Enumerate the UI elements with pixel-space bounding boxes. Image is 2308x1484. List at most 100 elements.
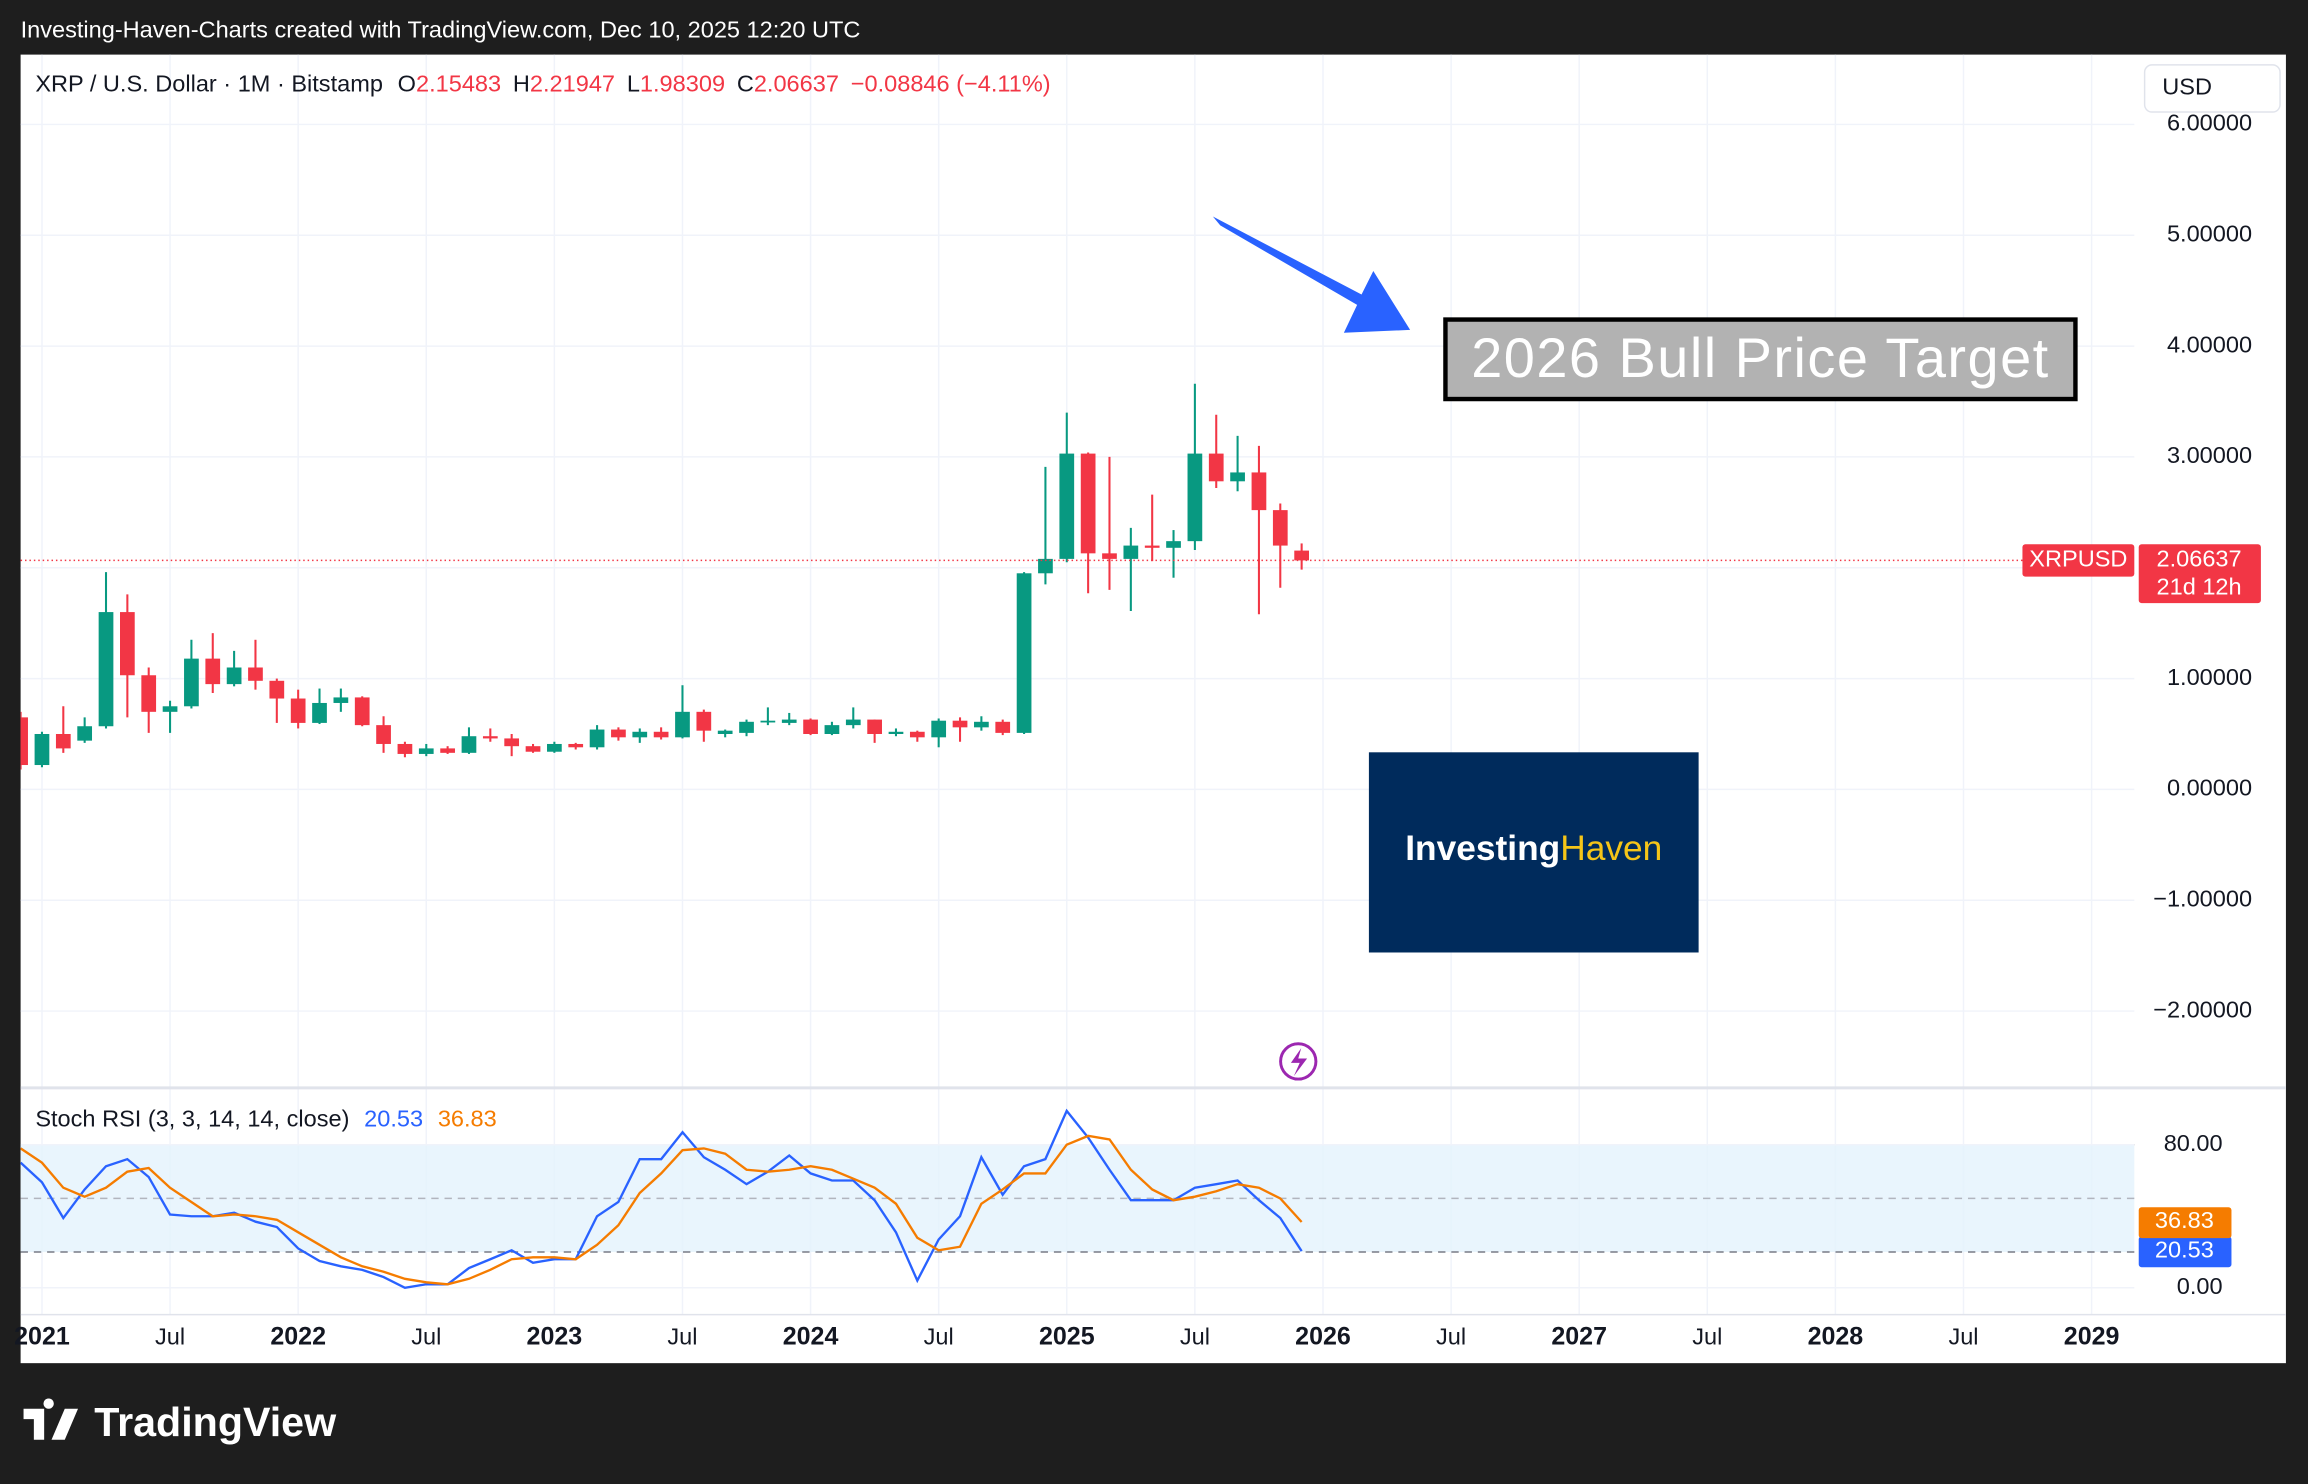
indicator-legend: Stoch RSI (3, 3, 14, 14, close) 20.53 36.8… <box>35 1106 496 1132</box>
candle-body <box>269 680 285 699</box>
currency: USD <box>2162 74 2212 100</box>
y-tick-label: −2.00000 <box>2153 996 2252 1022</box>
candle-body <box>1208 453 1224 482</box>
x-tick-label: 2029 <box>2064 1323 2120 1351</box>
x-tick-label: Jul <box>411 1323 441 1349</box>
candle-body <box>803 719 818 734</box>
candle-body <box>909 731 925 738</box>
candle-body <box>611 729 626 738</box>
indicator-tick-label: 0.00 <box>2177 1273 2223 1299</box>
candle-body <box>248 667 263 681</box>
arrow <box>1212 216 1411 333</box>
candle-body <box>397 743 413 754</box>
candle-body <box>55 733 71 749</box>
candle-body <box>717 730 733 734</box>
candle-body <box>824 725 840 734</box>
ohlc-label: O <box>398 71 416 97</box>
symbol-legend: XRP / U.S. Dollar · 1M · Bitstamp O2.1548… <box>35 71 1050 97</box>
candle-body <box>34 733 50 766</box>
annotation: 2026 Bull Price Target <box>1471 326 2049 389</box>
candle-body <box>739 721 754 733</box>
annotation-box <box>1443 317 2078 402</box>
candle-body <box>1144 545 1160 548</box>
candle-body <box>1038 558 1053 574</box>
candle-body <box>888 731 904 734</box>
candle-body <box>589 729 605 748</box>
candle-body <box>1230 472 1245 482</box>
candle-body <box>312 702 327 723</box>
assistant-bolt <box>1290 1048 1308 1077</box>
candle-body <box>482 736 498 739</box>
ohlc-value: 1.98309 <box>640 71 725 97</box>
indicator-line <box>20 1108 1303 1290</box>
candle-body <box>77 726 93 741</box>
candle-body <box>525 746 541 752</box>
candle-body <box>1272 510 1288 546</box>
ohlc-label: H <box>513 71 530 97</box>
credit: Investing-Haven-Charts created with Trad… <box>21 16 861 42</box>
candle-body <box>653 731 669 738</box>
candle-body <box>418 748 434 754</box>
candle-body <box>333 697 349 703</box>
ohlc-value: 2.21947 <box>530 71 615 97</box>
price-tag <box>2138 544 2261 604</box>
candle-body <box>184 658 199 707</box>
footer-logo: TradingView <box>94 1399 337 1445</box>
x-tick-label: Jul <box>667 1323 697 1349</box>
overlay: 2021 Jul 2022 Jul 2023 Jul 2024 Jul 2025 Jul 2026 J… <box>14 110 2261 1351</box>
x-tick-label: Jul <box>1180 1323 1210 1349</box>
candle-body <box>440 748 455 753</box>
x-tick-label: 2024 <box>783 1323 839 1351</box>
ohlc-label: L <box>627 71 640 97</box>
indicator-title: Stoch RSI (3, 3, 14, 14, close) <box>35 1106 349 1132</box>
marks <box>20 383 1309 1290</box>
candle-body <box>995 721 1011 733</box>
candle-body <box>354 697 370 726</box>
y-tick-label: 6.00000 <box>2167 110 2252 136</box>
candle-body <box>1187 453 1203 542</box>
candle-body <box>1251 472 1267 511</box>
candle-body <box>696 711 712 731</box>
candle-body <box>20 717 28 766</box>
currency-button[interactable] <box>2143 64 2281 113</box>
logo-icon <box>23 1398 79 1440</box>
assistant-icon[interactable] <box>1279 1042 1318 1081</box>
indicator-value-tag-label: 36.83 <box>2155 1207 2214 1233</box>
ohlc-label: C <box>737 71 754 97</box>
candle-body <box>568 743 584 748</box>
x-tick-label: 2026 <box>1295 1323 1351 1351</box>
x-tick-label: 2023 <box>527 1323 583 1351</box>
x-tick-label: Jul <box>1692 1323 1722 1349</box>
x-tick-label: Jul <box>924 1323 954 1349</box>
candle-body <box>461 736 477 753</box>
indicator-legend-value: 20.53 <box>364 1106 423 1132</box>
watermark-box <box>1368 752 1699 953</box>
y-tick-label: 1.00000 <box>2167 664 2252 690</box>
y-tick-label: 5.00000 <box>2167 220 2252 246</box>
candle-body <box>952 720 968 728</box>
candle-body <box>845 719 861 726</box>
ohlc-value: 2.15483 <box>416 71 501 97</box>
y-tick-label: 3.00000 <box>2167 442 2252 468</box>
price-tag-label: 2.06637 <box>2157 546 2242 572</box>
watermark: InvestingHaven <box>1405 829 1662 868</box>
symbol-tag-label: XRPUSD <box>2029 546 2127 572</box>
candle-body <box>632 731 648 738</box>
watermark-left: Investing <box>1405 829 1560 868</box>
candle-body <box>504 738 520 747</box>
candle-body <box>376 725 391 744</box>
x-tick-label: 2022 <box>270 1323 326 1351</box>
countdown: 21d 12h <box>2157 574 2242 600</box>
indicator-value-tag-label: 20.53 <box>2155 1236 2214 1262</box>
x-tick-label: 2021 <box>14 1323 70 1351</box>
x-tick-label: 2027 <box>1551 1323 1607 1351</box>
y-tick-label: 0.00000 <box>2167 775 2252 801</box>
candle-body <box>931 720 947 738</box>
candle-body <box>290 698 306 723</box>
change: −0.08846 (−4.11%) <box>851 71 1051 97</box>
y-tick-label: −1.00000 <box>2153 885 2252 911</box>
candle-body <box>675 711 690 738</box>
symbol: XRP / U.S. Dollar · 1M · Bitstamp <box>35 71 383 97</box>
